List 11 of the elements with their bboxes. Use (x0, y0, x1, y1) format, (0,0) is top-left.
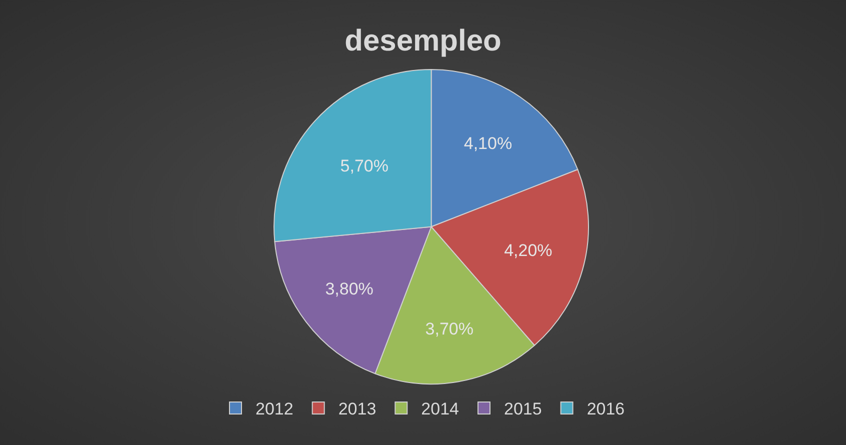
data-label: 3,70% (425, 319, 474, 338)
legend-label: 2016 (586, 400, 625, 419)
data-label: 4,10% (464, 134, 512, 154)
legend-label: 2012 (256, 400, 294, 419)
legend-label: 2015 (504, 400, 542, 419)
chart-title: desempleo (344, 24, 502, 58)
data-label: 5,70% (340, 156, 388, 176)
legend-label: 2014 (421, 400, 459, 419)
legend-label: 2013 (338, 400, 376, 419)
data-label: 3,80% (325, 280, 374, 299)
data-label: 4,20% (504, 241, 552, 260)
